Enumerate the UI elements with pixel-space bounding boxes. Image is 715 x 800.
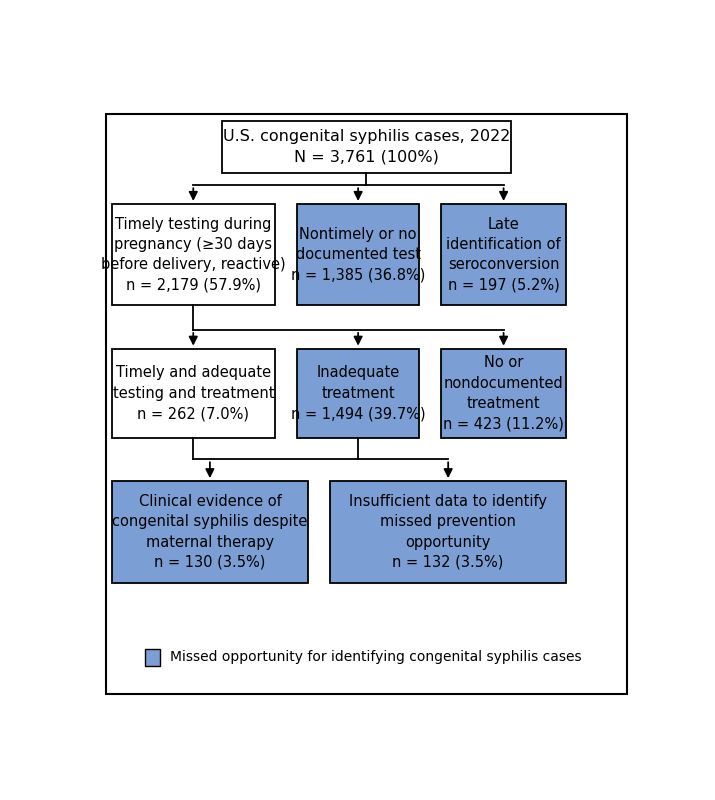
FancyBboxPatch shape [112, 204, 275, 306]
FancyBboxPatch shape [330, 481, 566, 582]
Text: Insufficient data to identify
missed prevention
opportunity
n = 132 (3.5%): Insufficient data to identify missed pre… [349, 494, 547, 570]
Text: Clinical evidence of
congenital syphilis despite
maternal therapy
n = 130 (3.5%): Clinical evidence of congenital syphilis… [112, 494, 307, 570]
Text: U.S. congenital syphilis cases, 2022
N = 3,761 (100%): U.S. congenital syphilis cases, 2022 N =… [223, 129, 510, 165]
FancyBboxPatch shape [106, 114, 627, 694]
FancyBboxPatch shape [441, 349, 566, 438]
Text: Nontimely or no
documented test
n = 1,385 (36.8%): Nontimely or no documented test n = 1,38… [291, 226, 425, 282]
FancyBboxPatch shape [144, 649, 160, 666]
FancyBboxPatch shape [297, 204, 419, 306]
Text: No or
nondocumented
treatment
n = 423 (11.2%): No or nondocumented treatment n = 423 (1… [443, 355, 564, 431]
FancyBboxPatch shape [222, 121, 511, 173]
FancyBboxPatch shape [441, 204, 566, 306]
Text: Timely testing during
pregnancy (≥30 days
before delivery, reactive)
n = 2,179 (: Timely testing during pregnancy (≥30 day… [101, 217, 285, 293]
FancyBboxPatch shape [112, 349, 275, 438]
Text: Timely and adequate
testing and treatment
n = 262 (7.0%): Timely and adequate testing and treatmen… [112, 366, 274, 421]
Text: Late
identification of
seroconversion
n = 197 (5.2%): Late identification of seroconversion n … [446, 217, 561, 293]
Text: Missed opportunity for identifying congenital syphilis cases: Missed opportunity for identifying conge… [170, 650, 582, 664]
Text: Inadequate
treatment
n = 1,494 (39.7%): Inadequate treatment n = 1,494 (39.7%) [291, 366, 425, 421]
FancyBboxPatch shape [112, 481, 308, 582]
FancyBboxPatch shape [297, 349, 419, 438]
